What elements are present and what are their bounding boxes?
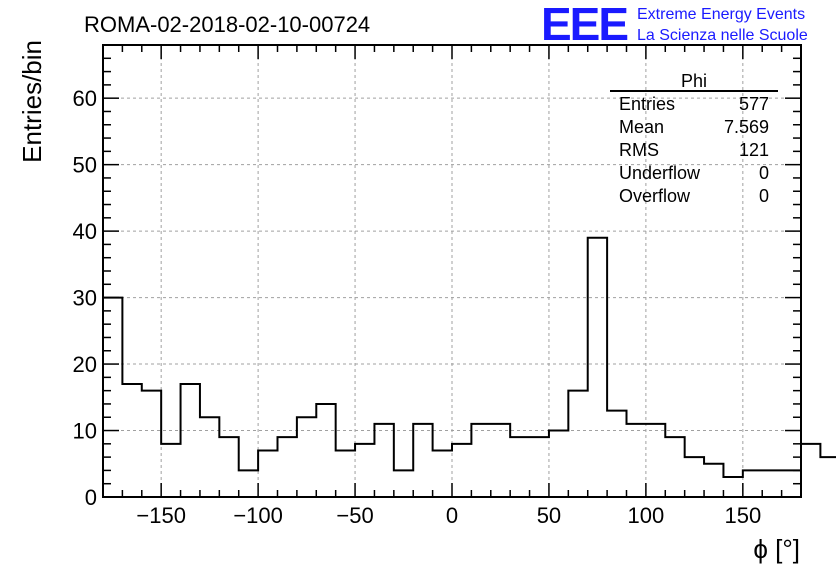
histogram-bin	[142, 391, 161, 497]
stats-label: Overflow	[619, 186, 691, 206]
histogram-bin	[181, 384, 200, 497]
stats-value: 0	[759, 163, 769, 183]
histogram-bin	[820, 457, 836, 497]
histogram-bin	[568, 391, 587, 497]
histogram-bin	[413, 424, 432, 497]
histogram-bin	[258, 450, 277, 497]
histogram-bin	[530, 437, 549, 497]
logo-line-1: Extreme Energy Events	[637, 6, 805, 23]
y-tick-label: 60	[73, 86, 97, 111]
histogram-bin	[297, 417, 316, 497]
stats-title: Phi	[681, 71, 707, 91]
x-tick-label: −150	[136, 503, 186, 528]
histogram-bin	[433, 450, 452, 497]
y-tick-label: 10	[73, 419, 97, 444]
logo-mark: EEE	[541, 0, 627, 50]
histogram-bin	[278, 437, 297, 497]
x-tick-label: −50	[336, 503, 373, 528]
histogram-bin	[374, 424, 393, 497]
x-tick-labels: −150 −100 −50 0 50 100 150	[136, 503, 761, 528]
stats-label: RMS	[619, 140, 659, 160]
histogram-bin	[646, 424, 665, 497]
y-axis-title: Entries/bin	[17, 40, 47, 163]
eee-logo: EEE Extreme Energy Events La Scienza nel…	[541, 0, 808, 50]
grid-lines	[103, 45, 801, 497]
histogram-bin	[762, 470, 781, 497]
histogram-bin	[491, 424, 510, 497]
histogram-bin	[743, 470, 762, 497]
y-tick-label: 40	[73, 219, 97, 244]
x-tick-label: 50	[537, 503, 561, 528]
histogram-bin	[607, 411, 626, 497]
x-tick-label: 0	[446, 503, 458, 528]
stats-value: 7.569	[724, 117, 769, 137]
axis-ticks	[103, 44, 801, 498]
histogram-bin	[161, 444, 180, 497]
histogram-bin	[704, 464, 723, 497]
histogram-bin	[685, 457, 704, 497]
histogram-bin	[452, 444, 471, 497]
histogram-bin	[723, 477, 742, 497]
histogram-bin	[627, 424, 646, 497]
chart-title: ROMA-02-2018-02-10-00724	[84, 12, 370, 37]
histogram-bin	[336, 450, 355, 497]
x-tick-label: −100	[233, 503, 283, 528]
stats-value: 577	[739, 94, 769, 114]
histogram-bin	[219, 437, 238, 497]
logo-line-2: La Scienza nelle Scuole	[637, 27, 808, 44]
y-tick-label: 50	[73, 153, 97, 178]
histogram-bin	[665, 437, 684, 497]
histogram-bin	[316, 404, 335, 497]
histogram-bins	[103, 238, 836, 497]
stats-label: Entries	[619, 94, 675, 114]
stats-box: Phi Entries 577 Mean 7.569 RMS 121 Underflow 0 O…	[610, 71, 778, 206]
histogram-outline	[103, 236, 836, 479]
stats-value: 0	[759, 186, 769, 206]
y-tick-label: 20	[73, 352, 97, 377]
stats-label: Underflow	[619, 163, 701, 183]
histogram-bin	[588, 238, 607, 497]
y-tick-label: 0	[85, 485, 97, 510]
histogram-bin	[394, 470, 413, 497]
histogram-bin	[200, 417, 219, 497]
y-tick-labels: 0 10 20 30 40 50 60	[73, 86, 97, 510]
stats-value: 121	[739, 140, 769, 160]
histogram-bin	[510, 437, 529, 497]
histogram-bin	[122, 384, 141, 497]
stats-label: Mean	[619, 117, 664, 137]
histogram-bin	[355, 444, 374, 497]
histogram-bin	[239, 470, 258, 497]
histogram-bin	[801, 444, 820, 497]
histogram-bin	[103, 298, 122, 497]
x-tick-label: 100	[628, 503, 665, 528]
histogram-bin	[549, 431, 568, 497]
x-tick-label: 150	[724, 503, 761, 528]
y-tick-label: 30	[73, 286, 97, 311]
x-axis-title: ϕ [°]	[753, 534, 800, 564]
stats-rows: Entries 577 Mean 7.569 RMS 121 Underflow 0 Overf…	[619, 94, 769, 206]
histogram-bin	[471, 424, 490, 497]
